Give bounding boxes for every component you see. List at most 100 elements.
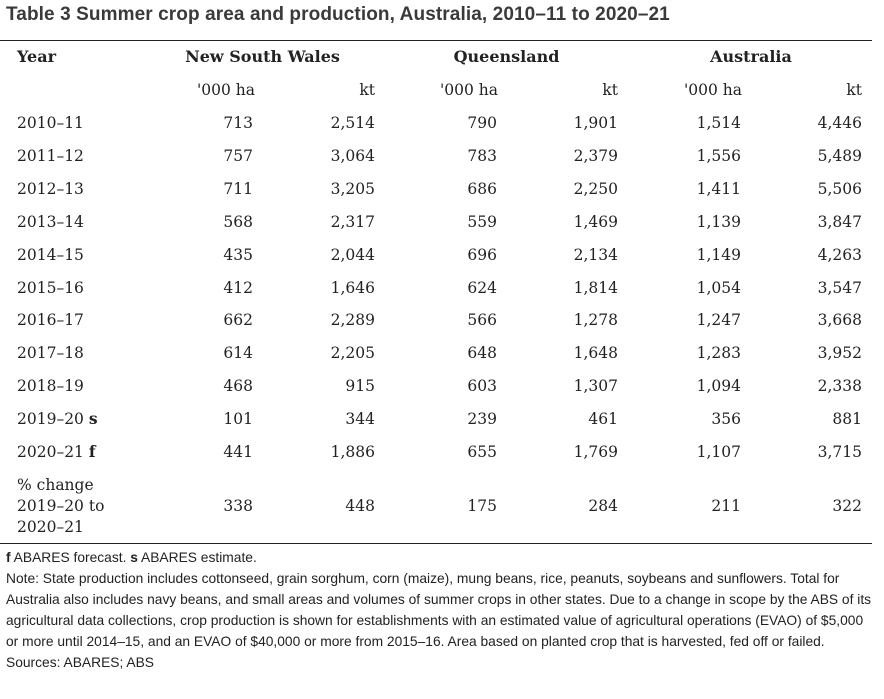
cell-nsw-ha: 441 (223, 443, 253, 461)
cell-aus-kt: 3,668 (817, 311, 862, 329)
cell-aus-kt: 3,547 (817, 279, 862, 297)
cell-aus-ha: 1,054 (696, 279, 741, 297)
change-label-line2: 2019–20 to (17, 497, 105, 515)
cell-aus-ha: 1,139 (696, 213, 741, 231)
cell-nsw-ha: 713 (223, 114, 253, 132)
cell-qld-ha: 655 (467, 443, 497, 461)
cell-year: 2018–19 (17, 376, 167, 396)
cell-nsw-ha: 412 (223, 279, 253, 297)
year-label: 2012–13 (17, 180, 84, 198)
unit-ha-nsw: '000 ha (197, 81, 255, 99)
year-label: 2013–14 (17, 213, 84, 231)
year-label: 2016–17 (17, 311, 84, 329)
cell-nsw-ha: 568 (223, 213, 253, 231)
change-aus-kt: 322 (832, 497, 862, 515)
change-qld-kt: 284 (588, 497, 618, 515)
year-label: 2010–11 (17, 114, 84, 132)
cell-year: 2017–18 (17, 343, 167, 363)
cell-nsw-kt: 2,289 (330, 311, 375, 329)
cell-nsw-kt: 2,044 (330, 246, 375, 264)
cell-qld-kt: 2,134 (573, 246, 618, 264)
cell-aus-ha: 1,149 (696, 246, 741, 264)
cell-qld-ha: 566 (467, 311, 497, 329)
year-label: 2011–12 (17, 147, 84, 165)
cell-year: 2019–20 s (17, 409, 167, 429)
cell-aus-kt: 4,263 (817, 246, 862, 264)
cell-nsw-kt: 2,205 (330, 344, 375, 362)
cell-nsw-kt: 2,317 (330, 213, 375, 231)
change-qld-ha: 175 (467, 497, 497, 515)
cell-aus-kt: 4,446 (817, 114, 862, 132)
cell-qld-ha: 790 (467, 114, 497, 132)
unit-ha-qld: '000 ha (440, 81, 498, 99)
note-text: Note: State production includes cottonse… (6, 571, 872, 649)
header-nsw: New South Wales (185, 47, 340, 66)
cell-year: 2015–16 (17, 278, 167, 298)
year-label: 2020–21 (17, 443, 84, 461)
cell-aus-kt: 2,338 (817, 377, 862, 395)
cell-qld-ha: 624 (467, 279, 497, 297)
cell-aus-kt: 5,506 (817, 180, 862, 198)
cell-aus-ha: 1,094 (696, 377, 741, 395)
cell-qld-ha: 696 (467, 246, 497, 264)
cell-aus-ha: 356 (711, 410, 741, 428)
change-nsw-ha: 338 (223, 497, 253, 515)
cell-year: 2010–11 (17, 113, 167, 133)
cell-aus-kt: 3,952 (817, 344, 862, 362)
year-flag: s (88, 409, 98, 428)
year-label: 2017–18 (17, 344, 84, 362)
cell-qld-kt: 1,901 (573, 114, 618, 132)
unit-ha-aus: '000 ha (684, 81, 742, 99)
cell-year: 2013–14 (17, 212, 167, 232)
cell-year: 2020–21 f (17, 442, 167, 462)
cell-aus-ha: 1,514 (696, 114, 741, 132)
unit-kt-qld: kt (602, 81, 618, 99)
change-label-line1: % change (17, 476, 94, 494)
cell-qld-ha: 603 (467, 377, 497, 395)
header-year: Year (17, 47, 57, 66)
year-label: 2015–16 (17, 279, 84, 297)
table-notes: f ABARES forecast. s ABARES estimate. No… (6, 547, 876, 673)
cell-qld-ha: 559 (467, 213, 497, 231)
forecast-text: ABARES forecast. (10, 550, 131, 565)
cell-year: 2016–17 (17, 310, 167, 330)
cell-aus-ha: 1,247 (696, 311, 741, 329)
cell-qld-ha: 686 (467, 180, 497, 198)
table-title: Table 3 Summer crop area and production,… (6, 4, 670, 25)
estimate-key: s (130, 550, 138, 565)
cell-qld-ha: 783 (467, 147, 497, 165)
cell-qld-kt: 1,307 (573, 377, 618, 395)
cell-qld-kt: 461 (588, 410, 618, 428)
unit-kt-nsw: kt (359, 81, 375, 99)
table-bottom-rule (0, 543, 872, 544)
table-top-rule (0, 40, 872, 41)
cell-nsw-kt: 344 (345, 410, 375, 428)
legend-line: f ABARES forecast. s ABARES estimate. (6, 547, 876, 568)
cell-aus-ha: 1,283 (696, 344, 741, 362)
cell-aus-ha: 1,107 (696, 443, 741, 461)
year-label: 2018–19 (17, 377, 84, 395)
cell-nsw-kt: 3,205 (330, 180, 375, 198)
change-label-line3: 2020–21 (17, 518, 84, 536)
cell-nsw-ha: 662 (223, 311, 253, 329)
forecast-key: f (6, 550, 11, 565)
cell-qld-kt: 2,379 (573, 147, 618, 165)
cell-nsw-ha: 711 (223, 180, 253, 198)
year-flag: f (88, 442, 96, 461)
cell-nsw-ha: 614 (223, 344, 253, 362)
cell-aus-kt: 881 (832, 410, 862, 428)
cell-aus-ha: 1,411 (696, 180, 741, 198)
cell-qld-kt: 1,469 (573, 213, 618, 231)
header-qld: Queensland (453, 47, 560, 66)
cell-nsw-ha: 757 (223, 147, 253, 165)
change-nsw-kt: 448 (345, 497, 375, 515)
estimate-text: ABARES estimate. (137, 550, 257, 565)
cell-qld-kt: 1,769 (573, 443, 618, 461)
cell-qld-ha: 648 (467, 344, 497, 362)
cell-aus-kt: 3,847 (817, 213, 862, 231)
cell-aus-kt: 5,489 (817, 147, 862, 165)
cell-nsw-kt: 3,064 (330, 147, 375, 165)
unit-kt-aus: kt (846, 81, 862, 99)
cell-aus-kt: 3,715 (817, 443, 862, 461)
cell-nsw-kt: 915 (345, 377, 375, 395)
